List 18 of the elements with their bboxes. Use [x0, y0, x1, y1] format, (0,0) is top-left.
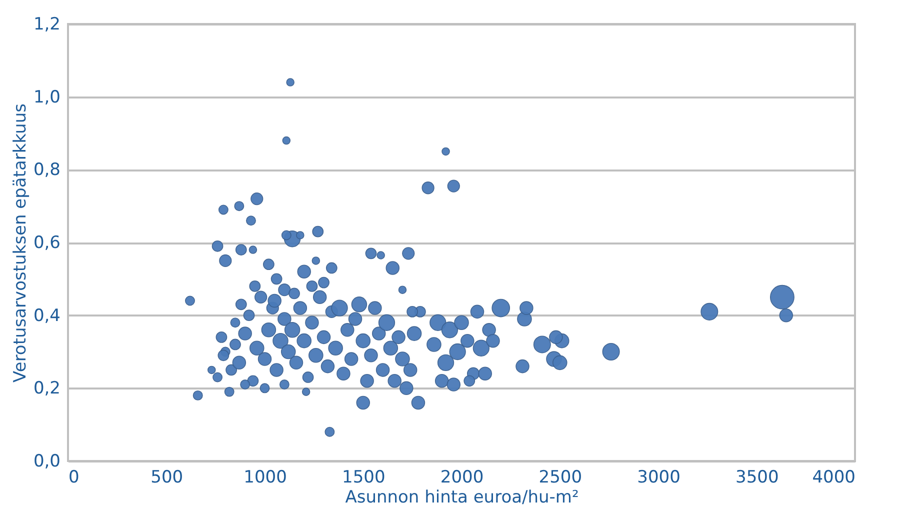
- y-tick-label: 0,8: [33, 160, 60, 180]
- x-tick-label: 500: [150, 468, 184, 488]
- x-tick-label: 1500: [342, 468, 386, 488]
- x-tick-label: 3500: [735, 468, 779, 488]
- y-tick-label: 1,0: [33, 87, 60, 108]
- y-tick-label: 0,6: [33, 233, 60, 253]
- x-tick-label: 1000: [244, 468, 287, 488]
- x-axis-title: Asunnon hinta euroa/hu-m²: [345, 488, 579, 508]
- x-tick-label: 2500: [538, 468, 582, 488]
- y-axis-title: Verotusarvostuksen epätarkkuus: [10, 103, 30, 382]
- y-tick-label: 1,2: [33, 14, 60, 34]
- x-tick-label: 4000: [812, 468, 856, 488]
- y-tick-label: 0,4: [33, 306, 60, 326]
- x-tick-label: 3000: [637, 468, 680, 488]
- y-tick-label: 0,0: [33, 452, 60, 472]
- y-tick-label: 0,2: [33, 378, 60, 399]
- x-tick-label: 0: [68, 468, 80, 488]
- x-tick-label: 2000: [440, 468, 484, 488]
